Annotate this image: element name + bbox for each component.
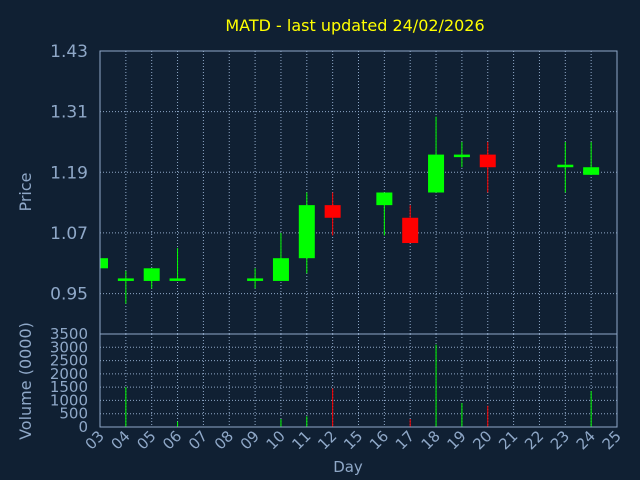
grid-lines (100, 50, 617, 428)
x-tick-label: 23 (547, 427, 573, 453)
x-tick-label: 22 (521, 427, 547, 453)
x-tick-label: 04 (107, 427, 133, 453)
candle-body (583, 167, 600, 175)
volume-tick-label: 500 (59, 405, 88, 423)
candle-body (247, 278, 264, 281)
volume-tick-label: 3000 (50, 338, 88, 356)
candle-body (272, 258, 289, 281)
volume-tick-label: 0 (78, 418, 88, 436)
chart-title: MATD - last updated 24/02/2026 (225, 16, 484, 35)
x-tick-label: 17 (392, 427, 418, 453)
x-tick-label: 08 (211, 427, 237, 453)
x-tick-label: 25 (599, 427, 625, 453)
candle-body (324, 205, 341, 218)
volume-tick-label: 1500 (50, 378, 88, 396)
x-tick-label: 06 (159, 427, 185, 453)
candle-body (100, 258, 108, 269)
volume-tick-label: 1000 (50, 391, 88, 409)
x-tick-label: 11 (288, 427, 314, 453)
price-tick-label: 0.95 (50, 285, 88, 305)
chart-marks (99, 116, 600, 427)
x-tick-label: 18 (418, 427, 444, 453)
x-tick-label: 05 (133, 427, 159, 453)
price-tick-label: 1.19 (50, 163, 88, 183)
candle-body (402, 217, 419, 244)
volume-tick-label: 3500 (50, 325, 88, 343)
x-tick-label: 07 (185, 427, 211, 453)
candle-body (376, 192, 393, 206)
candle-body (143, 268, 160, 281)
x-tick-label: 12 (314, 427, 340, 453)
price-tick-label: 1.07 (50, 224, 88, 244)
x-tick-label: 24 (573, 427, 599, 453)
x-tick-label: 09 (237, 427, 263, 453)
price-axis-label: Price (16, 172, 35, 211)
candle-body (298, 205, 315, 259)
x-tick-label: 21 (495, 427, 521, 453)
x-tick-label: 16 (366, 427, 392, 453)
volume-tick-label: 2500 (50, 352, 88, 370)
x-tick-label: 20 (469, 427, 495, 453)
x-tick-label: 10 (263, 427, 289, 453)
x-tick-label: 15 (340, 427, 366, 453)
candle-body (428, 154, 445, 193)
candle-body (557, 164, 574, 168)
candle-body (169, 278, 186, 281)
candle-body (117, 278, 134, 281)
volume-tick-label: 2000 (50, 365, 88, 383)
price-tick-label: 1.31 (50, 103, 88, 123)
candle-body (453, 154, 470, 158)
volume-axis-label: Volume (0000) (16, 322, 35, 440)
candle-body (479, 154, 496, 168)
x-axis-label: Day (333, 458, 363, 476)
x-tick-label: 19 (443, 427, 469, 453)
volume-panel-frame (99, 333, 618, 428)
tick-labels: 03 04 05 06 07 08 09 10 11 12 15 16 17 18 19 20 21 22 23 24… (50, 42, 625, 453)
price-tick-label: 1.43 (50, 42, 88, 62)
